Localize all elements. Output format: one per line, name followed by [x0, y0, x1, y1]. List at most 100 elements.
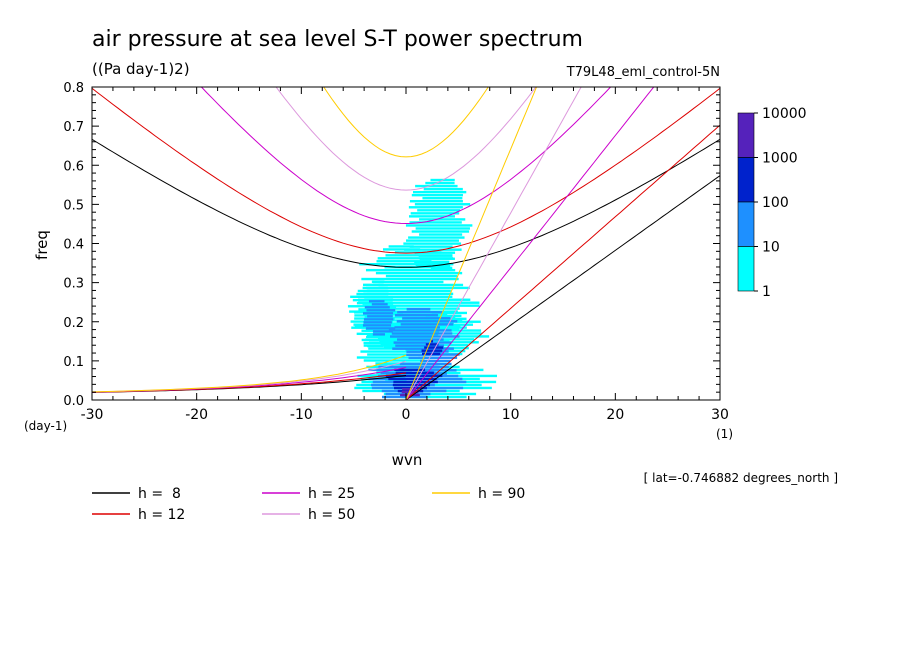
power-cell — [394, 314, 439, 317]
power-cell — [364, 306, 390, 309]
power-cell — [425, 343, 439, 346]
power-cell — [361, 277, 459, 281]
power-cell — [362, 324, 392, 327]
power-cell — [405, 224, 473, 227]
power-cell — [418, 356, 458, 359]
x-unit-label: (1) — [716, 427, 733, 441]
power-cell — [410, 212, 460, 215]
power-cell — [377, 257, 454, 260]
power-cell — [420, 359, 451, 363]
power-cell — [362, 286, 470, 290]
power-cell — [420, 362, 452, 366]
colorbar-swatch — [737, 112, 755, 158]
legend-label: h = 90 — [478, 486, 525, 502]
power-cell — [425, 332, 482, 335]
power-cell — [419, 257, 455, 260]
legend-label: h = 25 — [308, 486, 355, 502]
power-cell — [430, 266, 453, 270]
power-cell — [406, 307, 431, 311]
y-tick-label: 0.6 — [63, 159, 84, 174]
kelvin-curve — [405, 87, 538, 400]
power-cell — [390, 335, 460, 338]
dispersion-curves — [92, 87, 720, 400]
power-cell — [363, 359, 425, 362]
power-cell — [422, 196, 463, 200]
power-cell — [421, 349, 443, 352]
power-cell — [366, 335, 390, 339]
power-cell — [421, 372, 447, 375]
power-cell — [394, 326, 440, 329]
colorbar-swatch — [737, 157, 755, 203]
inertia-gravity-curve — [92, 87, 720, 254]
power-cell — [388, 245, 414, 248]
power-cell — [377, 337, 433, 340]
power-cell — [368, 300, 385, 303]
axis-ticks: -30 -20 -10 0 10 20 30 0.0 0.1 0.2 0.3 0.4 0.5 0.6 0.7… — [63, 81, 729, 423]
power-cell — [408, 206, 463, 209]
power-cell — [402, 388, 416, 391]
power-cell — [363, 292, 454, 296]
power-cell — [371, 303, 388, 306]
power-cell — [406, 239, 459, 242]
power-cell — [366, 334, 439, 337]
y-tick-label: 0.5 — [63, 198, 84, 213]
mixed-rossby-gravity-curve — [92, 354, 407, 393]
power-cell — [379, 340, 450, 343]
power-cell — [411, 193, 463, 197]
power-cell — [367, 315, 393, 318]
power-cell — [420, 344, 469, 347]
power-cell — [395, 344, 445, 347]
power-cell — [358, 301, 480, 304]
power-cell — [383, 345, 428, 349]
legend: h = 8 h = 12 h = 25 h = 50 h = 90 — [92, 486, 525, 523]
legend-label: h = 8 — [138, 486, 181, 502]
power-cell — [350, 295, 453, 298]
kelvin-curve — [405, 87, 655, 400]
power-cell — [415, 184, 458, 188]
power-cell — [424, 346, 444, 349]
power-cell — [425, 181, 455, 185]
power-cell — [363, 344, 422, 347]
power-cell — [356, 356, 427, 359]
colorbar-swatch — [737, 246, 755, 292]
power-cell — [362, 304, 480, 307]
power-cell — [404, 248, 462, 251]
x-tick-label: 10 — [502, 407, 520, 423]
power-cell — [392, 383, 430, 387]
legend-label: h = 50 — [308, 507, 355, 523]
power-cell — [388, 377, 437, 381]
power-cell — [365, 327, 396, 330]
power-cell — [412, 190, 467, 194]
power-cell — [419, 233, 463, 236]
power-cell — [418, 254, 453, 257]
power-cell — [366, 309, 396, 312]
y-tick-label: 0.7 — [63, 120, 84, 135]
power-cell — [363, 312, 394, 315]
y-tick-label: 0.8 — [63, 81, 84, 96]
colorbar-swatch — [737, 201, 755, 247]
power-cell — [363, 321, 392, 324]
power-cell — [388, 329, 452, 332]
power-heatmap — [347, 178, 498, 399]
power-cell — [417, 209, 461, 212]
x-tick-label: -30 — [81, 407, 104, 423]
power-cell — [411, 230, 470, 233]
y-tick-label: 0.0 — [63, 394, 84, 409]
colorbar-label: 10000 — [762, 106, 807, 122]
power-cell — [396, 338, 444, 341]
power-cell — [372, 333, 385, 336]
power-cell — [363, 318, 394, 321]
power-cell — [403, 242, 462, 245]
x-tick-label: 30 — [711, 407, 729, 423]
y-unit-label: (day-1) — [24, 419, 67, 433]
power-cell — [382, 248, 421, 251]
power-cell — [378, 283, 464, 287]
power-cell — [431, 340, 434, 343]
power-cell — [421, 326, 467, 329]
power-cell — [365, 268, 456, 272]
power-cell — [409, 245, 453, 248]
x-tick-label: 0 — [402, 407, 411, 423]
power-cell — [359, 263, 454, 266]
power-cell — [409, 200, 463, 203]
power-cell — [393, 341, 452, 344]
